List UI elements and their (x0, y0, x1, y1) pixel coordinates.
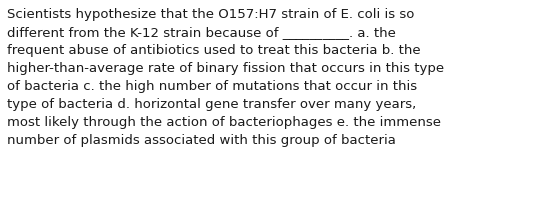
Text: Scientists hypothesize that the O157:H7 strain of E. coli is so
different from t: Scientists hypothesize that the O157:H7 … (7, 8, 444, 147)
